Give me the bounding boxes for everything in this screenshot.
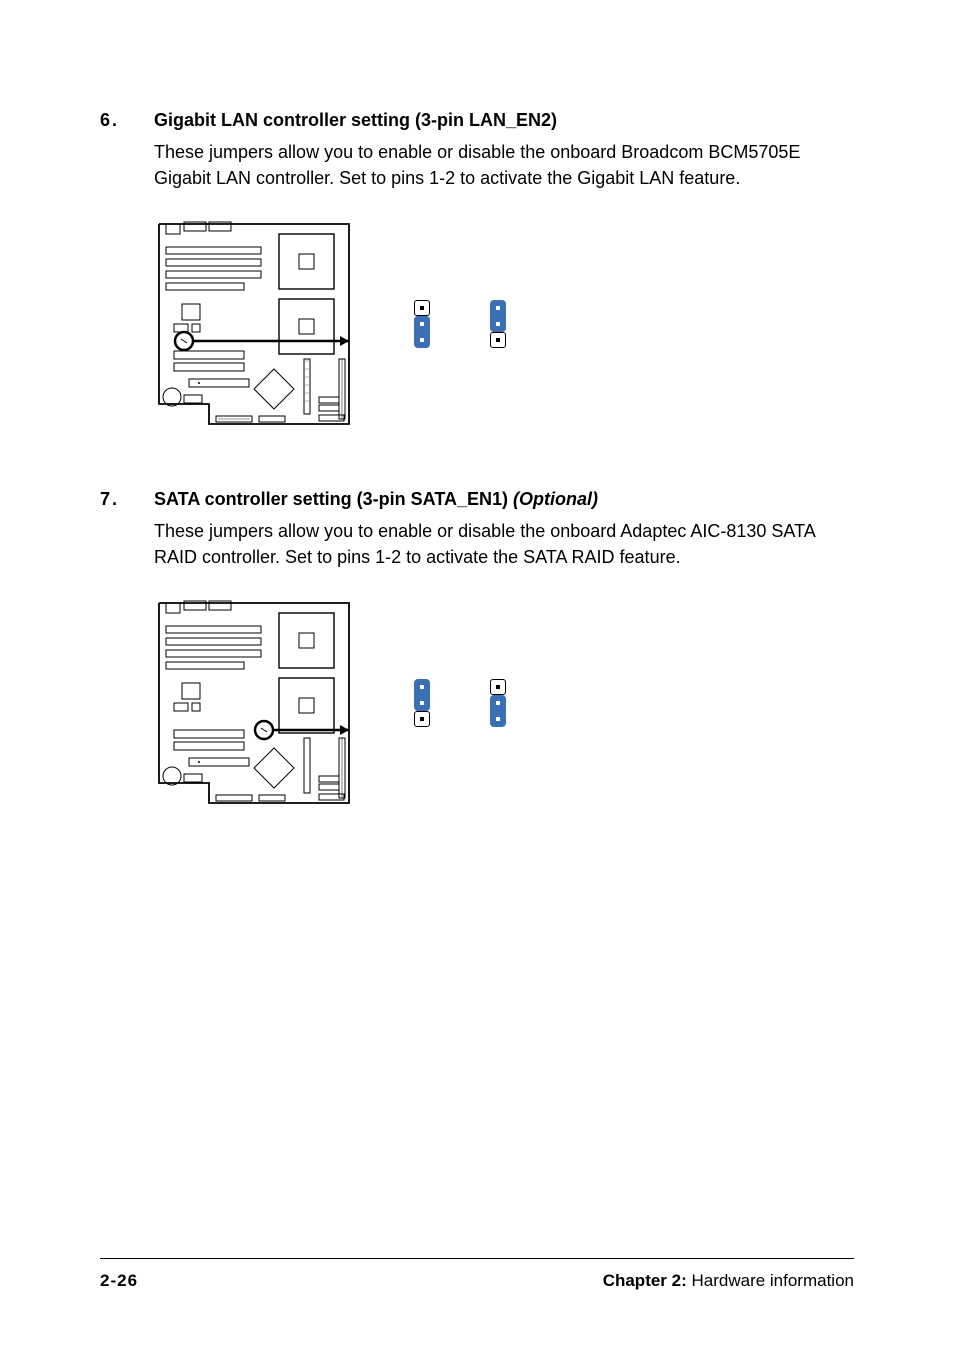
body-text: These jumpers allow you to enable or dis… [154,518,844,570]
jumper-pin-3 [414,332,430,348]
jumper-pin-3 [490,332,506,348]
jumper-pin-1 [414,300,430,316]
motherboard-diagram [154,219,354,429]
heading-title-text: Gigabit LAN controller setting (3-pin LA… [154,110,557,130]
motherboard-diagram [154,598,354,808]
jumper-pin-3 [490,711,506,727]
section-7: 7. SATA controller setting (3-pin SATA_E… [100,489,854,808]
jumper-pin-2 [490,316,506,332]
heading-row: 7. SATA controller setting (3-pin SATA_E… [100,489,854,510]
jumper-pin-2 [414,695,430,711]
heading-title: SATA controller setting (3-pin SATA_EN1)… [154,489,598,510]
jumper-pin-1 [490,300,506,316]
jumper-pin-3 [414,711,430,727]
jumper-left [414,300,430,348]
page-footer: 2-26 Chapter 2: Hardware information [100,1258,854,1291]
jumper-right [490,679,506,727]
jumper-pin-2 [414,316,430,332]
body-text: These jumpers allow you to enable or dis… [154,139,844,191]
heading-optional: (Optional) [513,489,598,509]
chapter-label: Chapter 2: Hardware information [603,1271,854,1291]
jumper-pair [414,679,506,727]
heading-title-text: SATA controller setting (3-pin SATA_EN1) [154,489,513,509]
heading-number: 6. [100,110,154,131]
jumper-right [490,300,506,348]
jumper-pin-2 [490,695,506,711]
chapter-bold: Chapter 2: [603,1271,692,1290]
figure-7 [154,598,854,808]
section-6: 6. Gigabit LAN controller setting (3-pin… [100,110,854,429]
jumper-left [414,679,430,727]
heading-row: 6. Gigabit LAN controller setting (3-pin… [100,110,854,131]
jumper-pair [414,300,506,348]
jumper-pin-1 [490,679,506,695]
heading-title: Gigabit LAN controller setting (3-pin LA… [154,110,557,131]
jumper-pin-1 [414,679,430,695]
figure-6 [154,219,854,429]
chapter-rest: Hardware information [691,1271,854,1290]
page-number: 2-26 [100,1271,138,1291]
heading-number: 7. [100,489,154,510]
